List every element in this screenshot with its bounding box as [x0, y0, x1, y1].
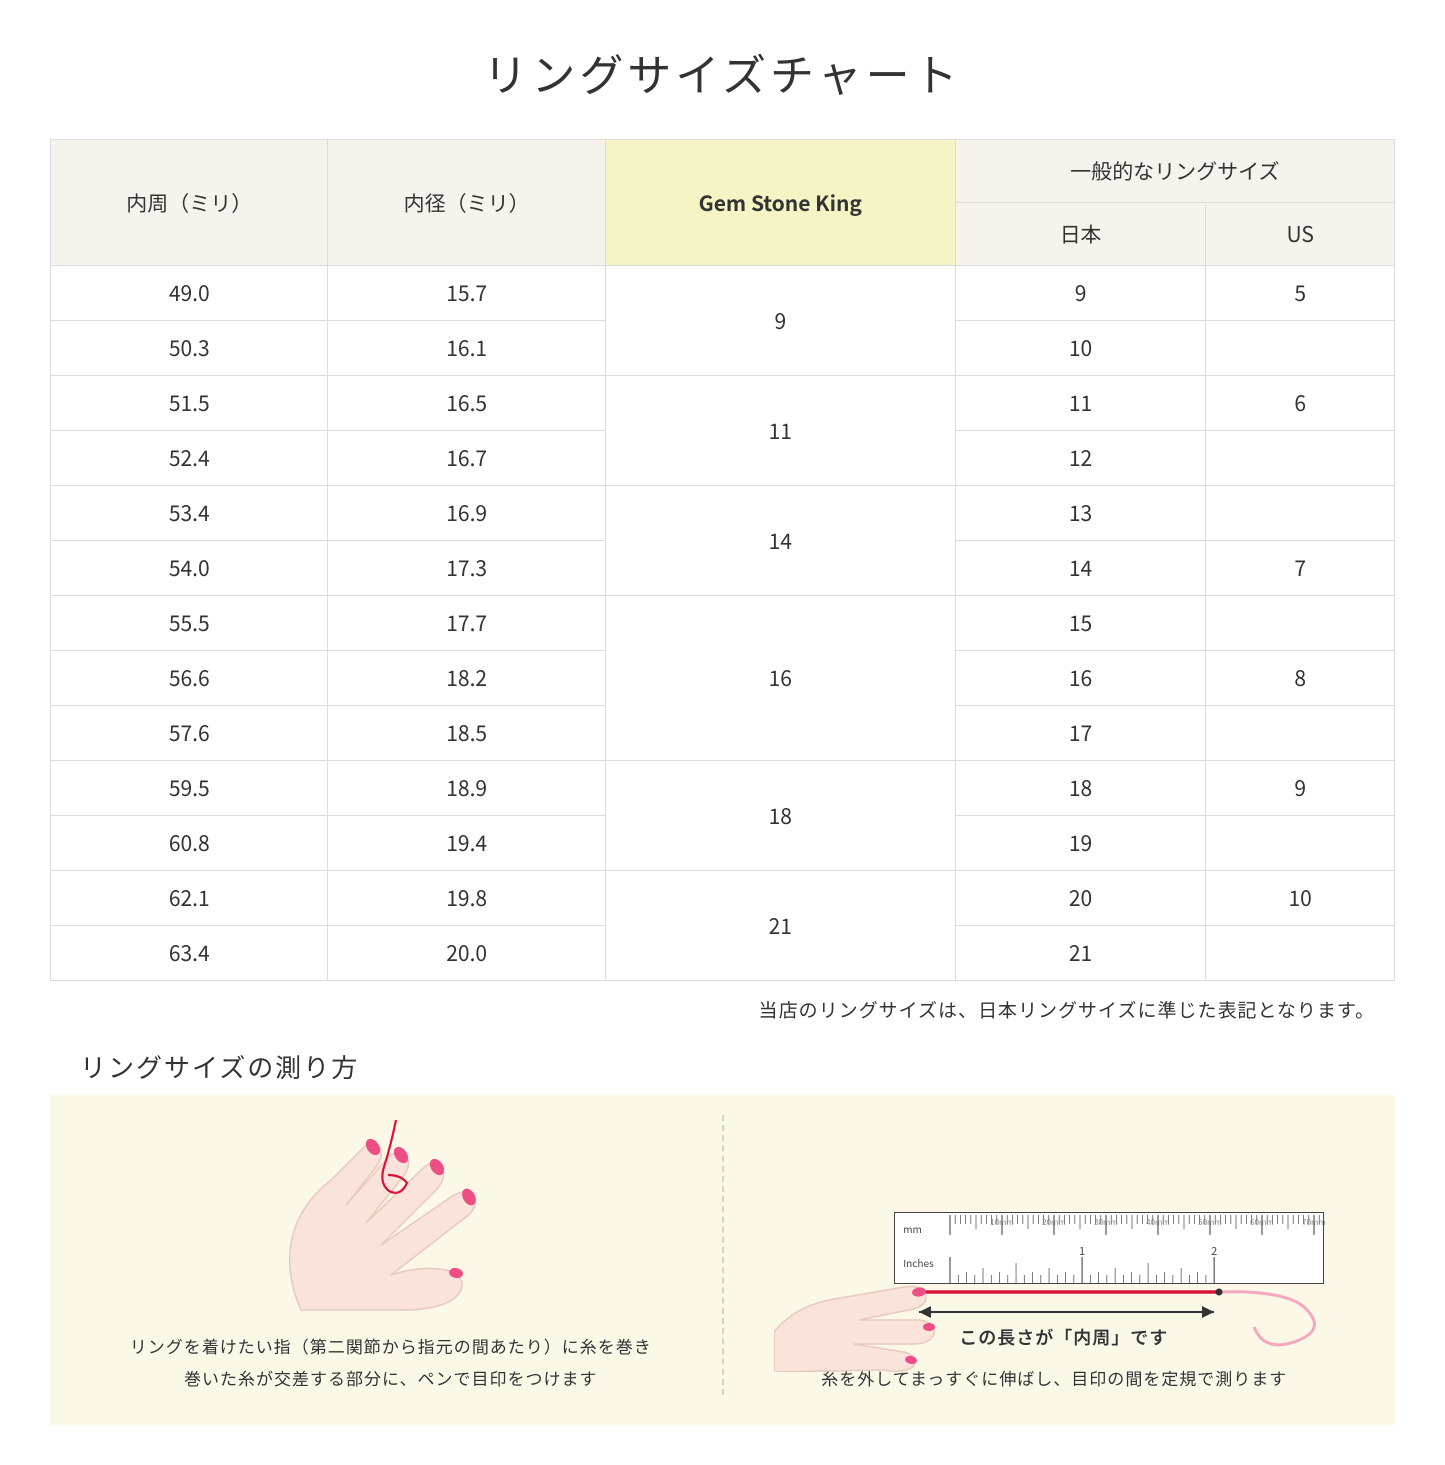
cell-circumference: 51.5: [51, 376, 328, 431]
table-row: 55.517.71615: [51, 596, 1395, 651]
cell-circumference: 60.8: [51, 816, 328, 871]
col-gsk: Gem Stone King: [605, 140, 955, 266]
cell-japan: 14: [955, 541, 1206, 596]
cell-japan: 13: [955, 486, 1206, 541]
cell-us: [1206, 706, 1395, 761]
cell-japan: 10: [955, 321, 1206, 376]
cell-diameter: 15.7: [328, 266, 605, 321]
hand-with-thread-icon: [221, 1115, 561, 1315]
col-us: US: [1206, 203, 1395, 266]
cell-diameter: 19.8: [328, 871, 605, 926]
cell-circumference: 50.3: [51, 321, 328, 376]
ruler-with-thread-icon: mm Inches 1210mm20mm30mm40mm50mm60mm70mm: [774, 1212, 1334, 1352]
cell-gsk: 21: [605, 871, 955, 981]
col-japan: 日本: [955, 203, 1206, 266]
cell-circumference: 54.0: [51, 541, 328, 596]
cell-circumference: 59.5: [51, 761, 328, 816]
cell-japan: 11: [955, 376, 1206, 431]
col-circumference: 内周（ミリ）: [51, 140, 328, 266]
table-row: 62.119.8212010: [51, 871, 1395, 926]
cell-japan: 9: [955, 266, 1206, 321]
cell-diameter: 16.7: [328, 431, 605, 486]
cell-us: [1206, 926, 1395, 981]
cell-diameter: 18.2: [328, 651, 605, 706]
page-title: リングサイズチャート: [50, 40, 1395, 104]
cell-us: [1206, 486, 1395, 541]
cell-circumference: 63.4: [51, 926, 328, 981]
cell-us: [1206, 431, 1395, 486]
col-diameter: 内径（ミリ）: [328, 140, 605, 266]
cell-us: [1206, 816, 1395, 871]
measure-step-2: mm Inches 1210mm20mm30mm40mm50mm60mm70mm: [744, 1115, 1366, 1395]
cell-us: 7: [1206, 541, 1395, 596]
cell-japan: 19: [955, 816, 1206, 871]
cell-circumference: 52.4: [51, 431, 328, 486]
measure-panel: リングを着けたい指（第二関節から指元の間あたり）に糸を巻き 巻いた糸が交差する部…: [50, 1095, 1395, 1425]
panel-divider: [722, 1115, 724, 1395]
table-row: 59.518.918189: [51, 761, 1395, 816]
cell-diameter: 18.9: [328, 761, 605, 816]
cell-japan: 18: [955, 761, 1206, 816]
cell-japan: 16: [955, 651, 1206, 706]
cell-japan: 15: [955, 596, 1206, 651]
cell-japan: 21: [955, 926, 1206, 981]
cell-japan: 20: [955, 871, 1206, 926]
measure-step-1: リングを着けたい指（第二関節から指元の間あたり）に糸を巻き 巻いた糸が交差する部…: [80, 1115, 702, 1395]
table-row: 53.416.91413: [51, 486, 1395, 541]
table-row: 51.516.511116: [51, 376, 1395, 431]
cell-circumference: 56.6: [51, 651, 328, 706]
cell-circumference: 55.5: [51, 596, 328, 651]
table-row: 49.015.7995: [51, 266, 1395, 321]
cell-us: 9: [1206, 761, 1395, 816]
cell-circumference: 49.0: [51, 266, 328, 321]
ring-size-table: 内周（ミリ） 内径（ミリ） Gem Stone King 一般的なリングサイズ …: [50, 139, 1395, 981]
size-note: 当店のリングサイズは、日本リングサイズに準じた表記となります。: [50, 996, 1395, 1023]
cell-diameter: 16.9: [328, 486, 605, 541]
cell-us: 8: [1206, 651, 1395, 706]
length-label: この長さが「内周」です: [959, 1324, 1168, 1350]
cell-us: 10: [1206, 871, 1395, 926]
cell-gsk: 9: [605, 266, 955, 376]
cell-diameter: 18.5: [328, 706, 605, 761]
cell-circumference: 57.6: [51, 706, 328, 761]
cell-gsk: 18: [605, 761, 955, 871]
cell-gsk: 14: [605, 486, 955, 596]
cell-diameter: 17.3: [328, 541, 605, 596]
cell-us: 6: [1206, 376, 1395, 431]
cell-diameter: 16.5: [328, 376, 605, 431]
cell-diameter: 19.4: [328, 816, 605, 871]
cell-us: 5: [1206, 266, 1395, 321]
cell-circumference: 53.4: [51, 486, 328, 541]
cell-gsk: 11: [605, 376, 955, 486]
cell-japan: 17: [955, 706, 1206, 761]
measure-caption-1: リングを着けたい指（第二関節から指元の間あたり）に糸を巻き 巻いた糸が交差する部…: [130, 1330, 652, 1395]
cell-us: [1206, 596, 1395, 651]
cell-gsk: 16: [605, 596, 955, 761]
cell-japan: 12: [955, 431, 1206, 486]
cell-diameter: 17.7: [328, 596, 605, 651]
cell-diameter: 16.1: [328, 321, 605, 376]
cell-diameter: 20.0: [328, 926, 605, 981]
col-general: 一般的なリングサイズ: [955, 140, 1394, 203]
measure-title: リングサイズの測り方: [80, 1048, 1395, 1085]
cell-circumference: 62.1: [51, 871, 328, 926]
cell-us: [1206, 321, 1395, 376]
